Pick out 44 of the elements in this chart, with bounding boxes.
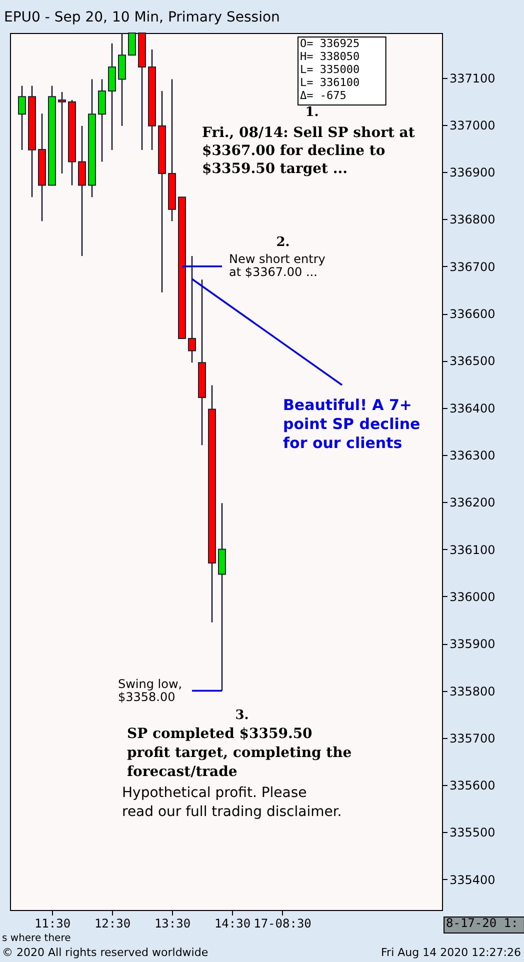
y-tick-label: 335700: [450, 731, 496, 746]
x-tick-label: 11:30: [34, 916, 71, 930]
annotation: New short entry at $3367.00 ...: [229, 252, 326, 279]
annotation: 1.: [305, 105, 319, 120]
annotation: 2.: [276, 235, 290, 250]
x-tick-label: 13:30: [154, 916, 191, 930]
y-tick-label: 336500: [450, 354, 496, 368]
chart-title: EPU0 - Sep 20, 10 Min, Primary Session: [4, 9, 280, 26]
annotation: O= 336925 H= 338050 L= 335000 L= 336100 Δ= -675: [300, 37, 360, 102]
candlestick: [78, 125, 86, 257]
text: s where there: [2, 933, 71, 944]
candlestick: [98, 78, 106, 162]
y-tick-label: 336900: [450, 166, 496, 180]
y-tick-label: 335500: [450, 826, 496, 840]
y-tick-label: 336200: [450, 496, 496, 510]
annotation: Fri., 08/14: Sell SP short at $3367.00 for decline to $3359.50 target ...: [202, 125, 416, 177]
text: 8-17-20 1:: [446, 916, 518, 930]
y-tick-label: 336700: [450, 260, 496, 274]
candlestick: [58, 91, 66, 174]
annotation: Hypothetical profit. Please read our full trading disclaimer.: [122, 785, 342, 820]
annotation: SP completed $3359.50 profit target, completing the forecast/trade: [127, 726, 352, 780]
annotation: Swing low, $3358.00: [118, 677, 182, 704]
candlestick: [188, 255, 196, 364]
text: © 2020 All rights reserved worldwide: [2, 946, 208, 959]
candlestick: [128, 32, 136, 56]
y-tick-label: 336000: [450, 590, 496, 604]
y-tick-label: 336100: [450, 542, 496, 557]
candlestick: [18, 85, 26, 151]
y-tick-label: 336400: [450, 401, 496, 416]
y-tick-label: 335900: [450, 637, 496, 652]
y-tick-label: 335400: [450, 872, 496, 887]
x-tick-label: 12:30: [94, 916, 131, 930]
annotation: 3.: [235, 708, 249, 723]
y-tick-label: 335800: [450, 684, 496, 698]
text: Fri Aug 14 2020 12:27:26: [381, 946, 521, 959]
y-tick-label: 336800: [450, 212, 496, 227]
annotation: Beautiful! A 7+ point SP decline for our clients: [283, 396, 420, 452]
x-tick-label: 17-08:30: [254, 916, 312, 930]
y-tick-label: 336600: [450, 307, 496, 322]
y-tick-label: 337100: [450, 71, 496, 86]
x-tick-label: 14:30: [214, 916, 251, 930]
y-tick-label: 335600: [450, 778, 496, 793]
y-tick-label: 336300: [450, 448, 496, 462]
y-tick-label: 337000: [450, 118, 496, 132]
